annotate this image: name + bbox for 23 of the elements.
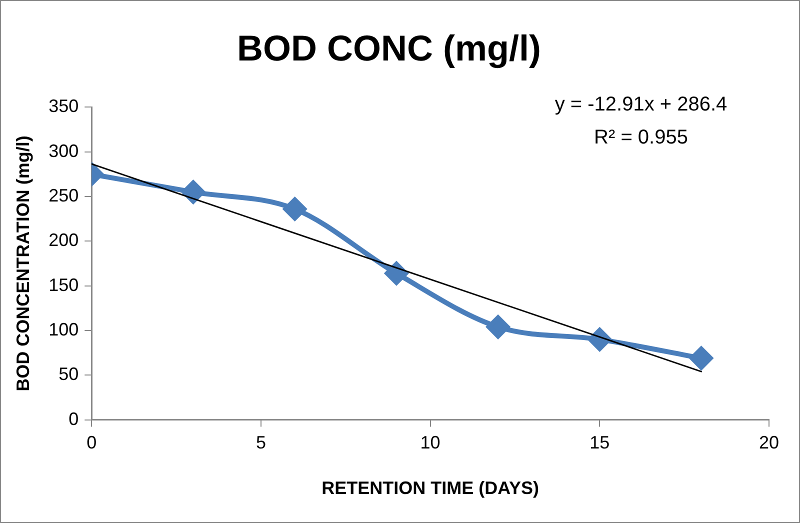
x-tick-label: 10 — [420, 432, 440, 453]
y-tick-label: 150 — [48, 274, 79, 295]
x-tick-label: 5 — [256, 432, 266, 453]
x-tick-label: 15 — [590, 432, 610, 453]
point — [283, 198, 306, 221]
y-tick-label: 300 — [48, 140, 79, 161]
y-tick-label: 200 — [48, 230, 79, 250]
point — [486, 315, 510, 338]
y-axis-title: BOD CONCENTRATION (mg/l) — [12, 136, 33, 392]
annotation: R² = 0.955 — [594, 126, 688, 149]
point — [182, 180, 205, 204]
point — [384, 262, 408, 285]
x-tick-label: 0 — [86, 432, 97, 453]
y-tick-label: 50 — [58, 364, 79, 384]
y-tick-label: 0 — [68, 408, 79, 429]
annotation: y = -12.91x + 286.4 — [554, 94, 728, 116]
y-tick-label: 100 — [48, 319, 79, 340]
x-axis-title: RETENTION TIME (DAYS) — [322, 478, 539, 498]
y-tick-label: 350 — [48, 96, 79, 116]
x-tick-label: 20 — [758, 432, 780, 453]
y-tick-label: 250 — [48, 185, 79, 206]
point — [690, 346, 713, 370]
chart-title: BOD CONC (mg/l) — [237, 28, 541, 69]
